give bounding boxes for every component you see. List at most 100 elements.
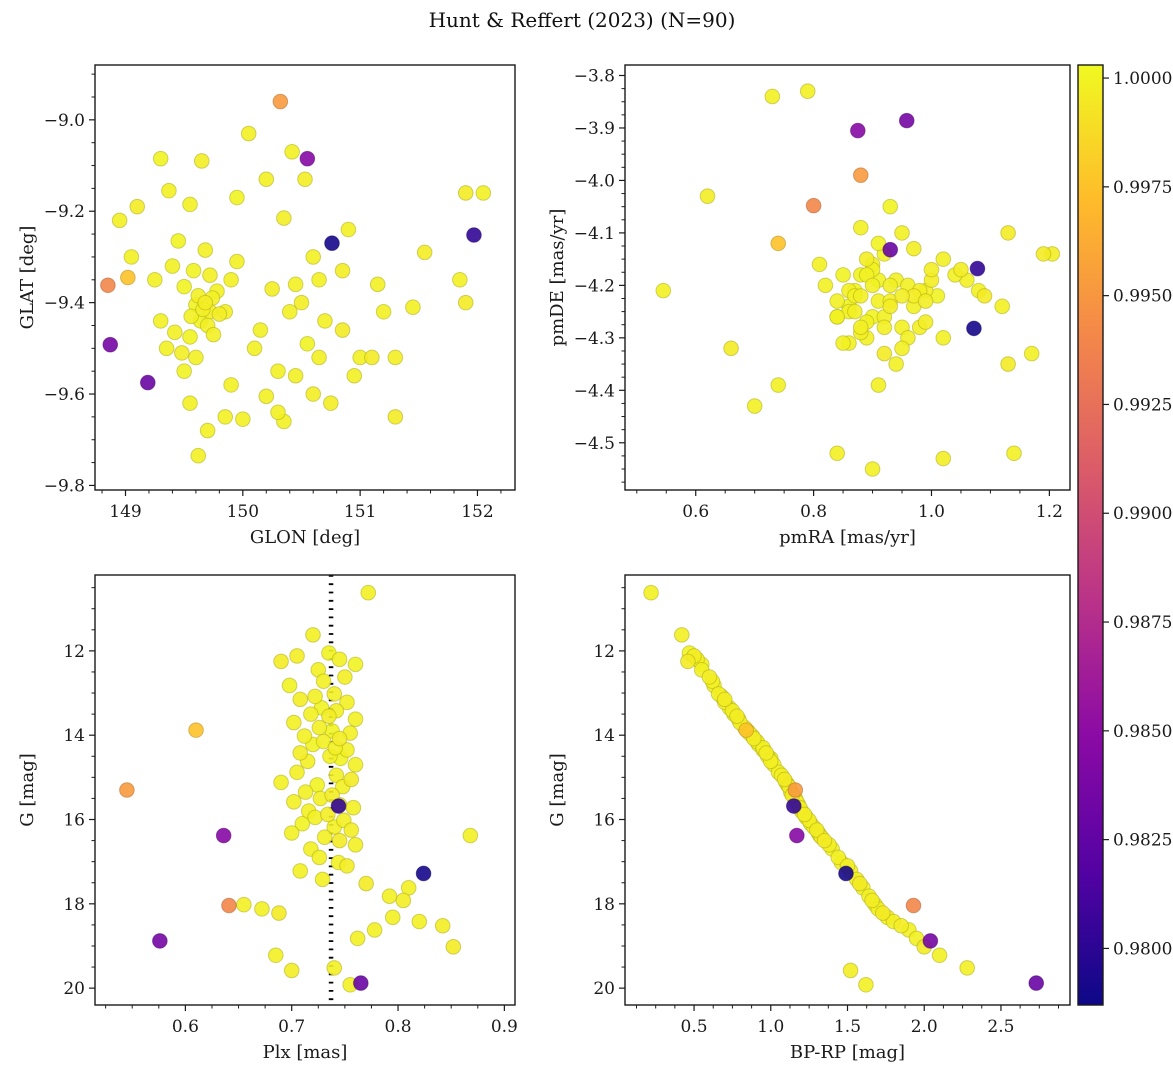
colorbar-tick-label: 1.0000 bbox=[1113, 69, 1172, 89]
y-tick-label: −4.5 bbox=[574, 434, 615, 454]
scatter-point bbox=[922, 933, 939, 949]
scatter-point bbox=[876, 345, 893, 362]
plx-g-xlabel: Plx [mas] bbox=[263, 1042, 348, 1063]
scatter-point bbox=[347, 756, 364, 773]
scatter-point bbox=[835, 335, 851, 351]
plx-g-ylabel: G [mag] bbox=[17, 753, 38, 826]
scatter-point bbox=[893, 917, 910, 934]
scatter-point bbox=[369, 276, 386, 293]
scatter-point bbox=[864, 277, 881, 294]
scatter-point bbox=[211, 306, 228, 322]
scatter-point bbox=[842, 962, 859, 979]
scatter-point bbox=[166, 324, 183, 341]
scatter-point bbox=[305, 627, 321, 643]
scatter-point bbox=[119, 782, 135, 798]
scatter-point bbox=[395, 892, 412, 909]
axes-frame bbox=[94, 64, 516, 491]
scatter-point bbox=[197, 242, 214, 258]
scatter-point bbox=[811, 256, 828, 273]
y-tick-label: 16 bbox=[63, 811, 85, 831]
scatter-point bbox=[381, 888, 398, 905]
scatter-point bbox=[254, 901, 270, 917]
scatter-point bbox=[882, 241, 899, 258]
scatter-point bbox=[1000, 225, 1016, 241]
colorbar-tick-label: 0.9975 bbox=[1113, 178, 1172, 198]
scatter-point bbox=[746, 398, 763, 414]
scatter-point bbox=[894, 288, 910, 304]
scatter-point bbox=[785, 798, 802, 814]
scatter-point bbox=[331, 651, 348, 668]
y-tick-label: −9.2 bbox=[44, 202, 85, 222]
y-tick-label: −4.3 bbox=[574, 329, 615, 349]
scatter-point bbox=[307, 809, 323, 826]
scatter-point bbox=[307, 688, 323, 705]
scatter-point bbox=[190, 447, 207, 464]
scatter-point bbox=[289, 648, 305, 664]
scatter-point bbox=[182, 196, 198, 213]
y-tick-label: 12 bbox=[593, 642, 615, 662]
scatter-point bbox=[183, 308, 200, 325]
scatter-point bbox=[158, 340, 175, 357]
scatter-point bbox=[287, 367, 304, 384]
scatter-point bbox=[852, 219, 869, 236]
scatter-point bbox=[283, 962, 300, 979]
scatter-point bbox=[817, 277, 834, 294]
scatter-point bbox=[953, 261, 969, 278]
scatter-point bbox=[334, 322, 351, 338]
scatter-point bbox=[197, 294, 214, 311]
scatter-point bbox=[894, 225, 910, 241]
scatter-point bbox=[475, 185, 492, 201]
y-tick-label: −3.9 bbox=[574, 119, 615, 139]
scatter-point bbox=[258, 388, 275, 405]
panel-pmra-pmde: 0.6 0.8 1.0 1.2 −3.8 −3.9 −4.0 −4.1 −4.2 −4.3 −4.4… bbox=[547, 64, 1071, 548]
scatter-point bbox=[152, 150, 169, 167]
scatter-point bbox=[799, 83, 816, 100]
scatter-point bbox=[102, 336, 119, 353]
scatter-point bbox=[236, 896, 252, 913]
scatter-point bbox=[316, 829, 333, 846]
scatter-point bbox=[293, 294, 310, 311]
scatter-point bbox=[387, 349, 404, 366]
scatter-point bbox=[838, 865, 854, 882]
scatter-point bbox=[199, 422, 216, 439]
scatter-point bbox=[864, 892, 880, 909]
scatter-point bbox=[434, 917, 451, 934]
scatter-point bbox=[129, 198, 146, 215]
scatter-point bbox=[205, 326, 222, 343]
scatter-point bbox=[229, 253, 245, 270]
scatter-point bbox=[258, 171, 275, 188]
scatter-point bbox=[174, 345, 190, 361]
x-tick-label: 150 bbox=[227, 502, 259, 522]
scatter-point bbox=[776, 771, 793, 788]
scatter-point bbox=[829, 293, 845, 309]
y-tick-label: −9.0 bbox=[44, 111, 85, 131]
scatter-point bbox=[850, 122, 866, 139]
scatter-point bbox=[343, 822, 360, 838]
scatter-point bbox=[283, 825, 300, 841]
scatter-point bbox=[246, 340, 263, 357]
scatter-point bbox=[347, 656, 364, 673]
scatter-point bbox=[337, 669, 353, 685]
scatter-point bbox=[452, 271, 468, 288]
panel-plx-g: 0.6 0.7 0.8 0.9 12 14 16 18 20 Plx [mas] G [mag] bbox=[17, 574, 518, 1063]
scatter-point bbox=[120, 269, 136, 286]
scatter-point bbox=[738, 722, 755, 738]
scatter-point bbox=[321, 708, 337, 725]
scatter-point bbox=[346, 367, 363, 384]
scatter-point bbox=[935, 251, 952, 267]
scatter-point bbox=[289, 764, 305, 781]
scatter-point bbox=[655, 282, 672, 299]
scatter-point bbox=[411, 913, 428, 930]
scatter-point bbox=[770, 235, 787, 252]
scatter-point bbox=[358, 875, 374, 892]
y-tick-label: 16 bbox=[593, 811, 615, 831]
scatter-point bbox=[331, 832, 348, 849]
y-tick-label: 18 bbox=[593, 895, 615, 915]
scatter-point bbox=[164, 258, 181, 274]
scatter-point bbox=[829, 445, 845, 462]
scatter-point bbox=[882, 198, 899, 215]
scatter-point bbox=[416, 244, 433, 261]
x-tick-label: 151 bbox=[344, 502, 376, 522]
scatter-point bbox=[267, 947, 284, 964]
